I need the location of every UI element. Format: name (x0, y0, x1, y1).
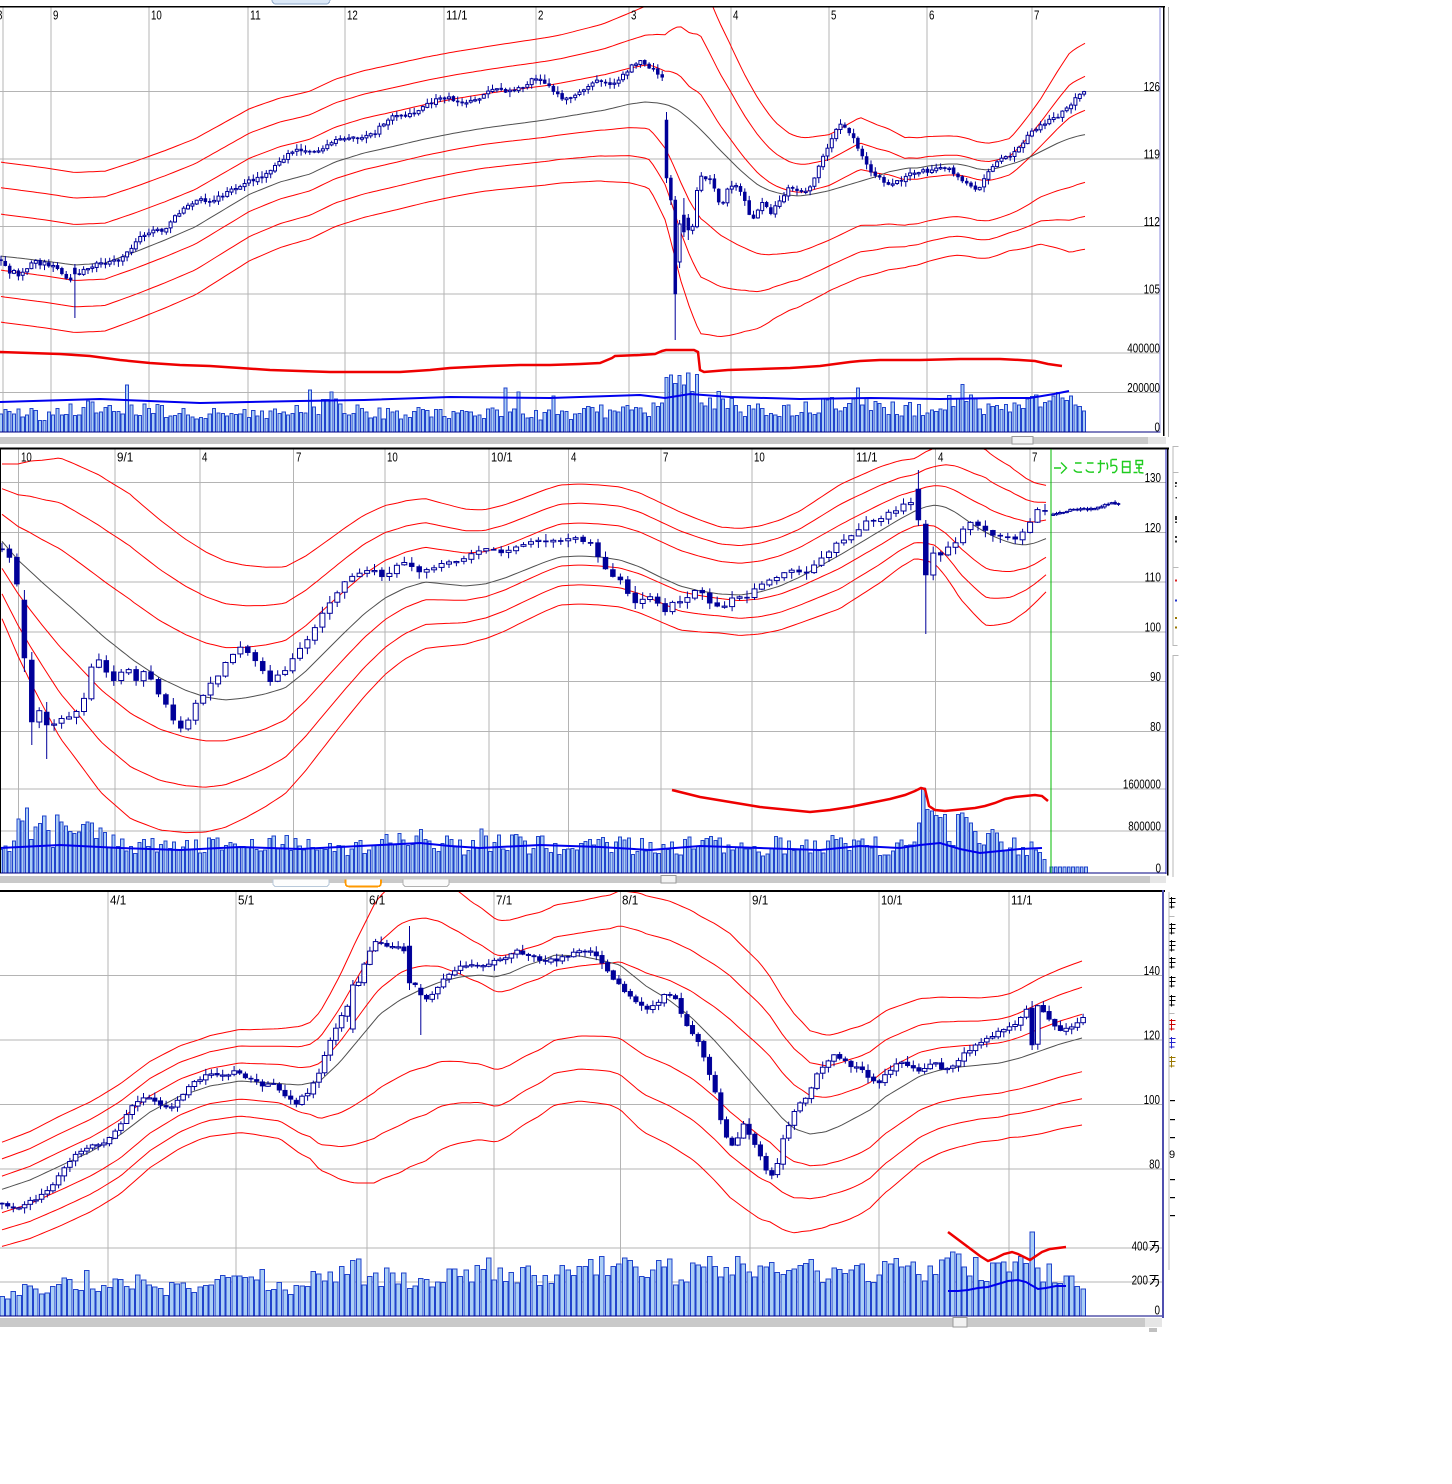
svg-text:3: 3 (631, 9, 636, 23)
svg-text:10: 10 (151, 9, 162, 23)
svg-text:120: 120 (1145, 521, 1161, 535)
svg-text:4: 4 (938, 451, 943, 465)
svg-text:80: 80 (1150, 720, 1161, 734)
svg-text:11/1: 11/1 (1011, 894, 1033, 908)
svg-text:80: 80 (1149, 1158, 1160, 1172)
svg-text:7: 7 (1034, 9, 1039, 23)
svg-text:4: 4 (733, 9, 738, 23)
svg-text:0: 0 (1155, 421, 1161, 435)
svg-text:126: 126 (1144, 80, 1160, 94)
svg-text:120: 120 (1144, 1029, 1160, 1043)
svg-text:11/1: 11/1 (856, 451, 878, 465)
svg-text:0: 0 (1155, 1304, 1161, 1318)
svg-text:7: 7 (663, 451, 668, 465)
svg-text:11: 11 (250, 9, 261, 23)
svg-text:10: 10 (387, 451, 398, 465)
svg-text:2: 2 (538, 9, 543, 23)
svg-text:12: 12 (347, 9, 358, 23)
svg-text:9/1: 9/1 (117, 451, 133, 465)
svg-text:9: 9 (1169, 1149, 1175, 1161)
svg-text:200000: 200000 (1127, 381, 1160, 395)
svg-text:4: 4 (571, 451, 576, 465)
svg-text:10: 10 (754, 451, 765, 465)
svg-text:5: 5 (831, 9, 836, 23)
svg-text:1600000: 1600000 (1123, 778, 1161, 792)
svg-text:7/1: 7/1 (496, 894, 512, 908)
svg-text:105: 105 (1144, 283, 1160, 297)
svg-text:119: 119 (1144, 148, 1160, 162)
svg-text:112: 112 (1144, 215, 1160, 229)
svg-text:4: 4 (202, 451, 207, 465)
svg-text:6/1: 6/1 (369, 894, 385, 908)
svg-text:110: 110 (1145, 571, 1161, 585)
svg-text:7: 7 (1032, 451, 1037, 465)
svg-text:90: 90 (1150, 670, 1161, 684)
svg-text:140: 140 (1144, 964, 1160, 978)
svg-text:7: 7 (296, 451, 301, 465)
svg-text:10/1: 10/1 (881, 894, 903, 908)
svg-text:130: 130 (1145, 471, 1161, 485)
svg-text:100: 100 (1144, 1093, 1160, 1107)
svg-text:5/1: 5/1 (238, 894, 254, 908)
svg-text:8: 8 (0, 9, 2, 23)
svg-text:11/1: 11/1 (446, 9, 468, 23)
svg-text:400: 400 (1132, 1240, 1148, 1254)
svg-text:10/1: 10/1 (491, 451, 513, 465)
svg-text:9: 9 (53, 9, 58, 23)
svg-text:10: 10 (21, 451, 32, 465)
svg-text:6: 6 (929, 9, 934, 23)
svg-text:8/1: 8/1 (622, 894, 638, 908)
svg-text:9/1: 9/1 (752, 894, 768, 908)
svg-text:4/1: 4/1 (110, 894, 126, 908)
svg-text:0: 0 (1156, 862, 1162, 876)
svg-text:800000: 800000 (1128, 820, 1161, 834)
svg-text:400000: 400000 (1127, 342, 1160, 356)
svg-text:200: 200 (1132, 1274, 1148, 1288)
svg-text:100: 100 (1145, 620, 1161, 634)
